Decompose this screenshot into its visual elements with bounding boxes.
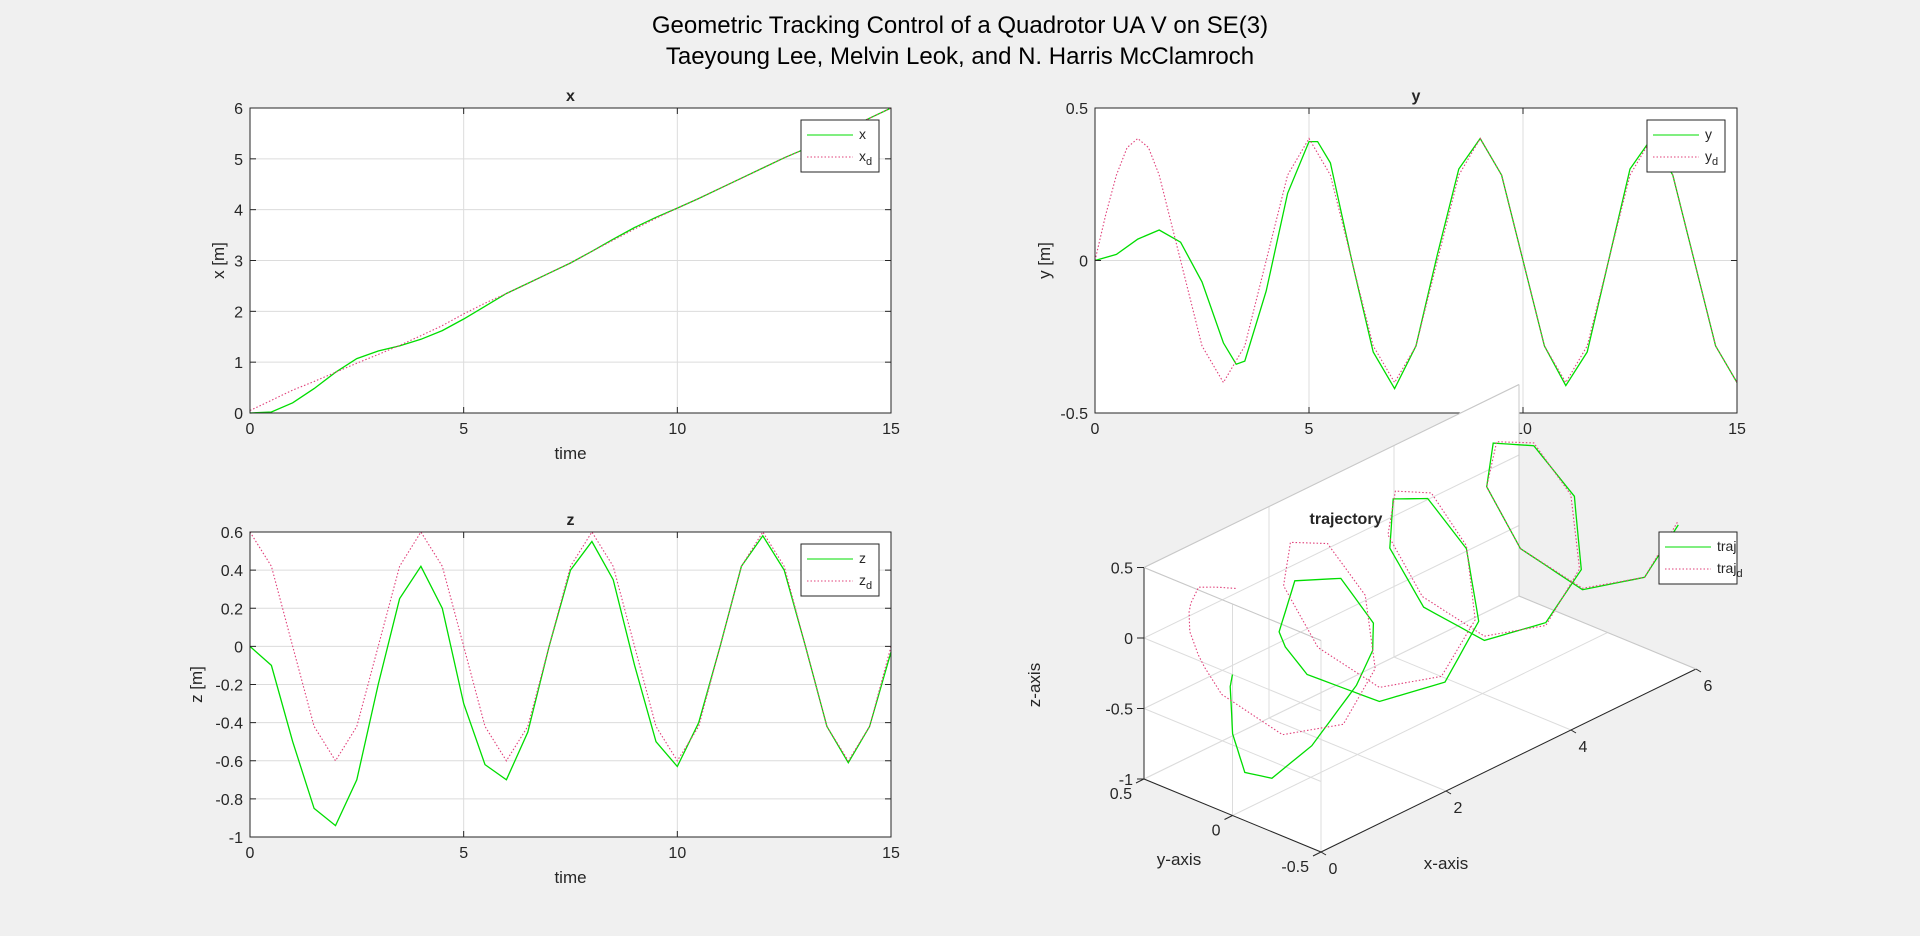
- axes-z: 0 5 10 15 -1 -0.8 -0.6 -0.4 -0.2 0 0.2 0.4 0.6 z time z…: [187, 512, 900, 887]
- figure-title-line-1: Geometric Tracking Control of a Quadroto…: [651, 12, 1269, 39]
- grid-line-z: [1143, 454, 1520, 639]
- x-tick-label: 0: [1329, 861, 1338, 878]
- y-tick-label: 0: [1079, 254, 1088, 271]
- x-tick-label: 15: [1728, 421, 1746, 438]
- y-axis-label: z [m]: [187, 666, 206, 703]
- chart-title: trajectory: [1310, 511, 1383, 528]
- y-tick-mark: [1312, 851, 1322, 857]
- y-tick-label: 0.5: [1110, 786, 1132, 803]
- y-tick-label: 0.2: [221, 601, 243, 618]
- chart-title: z: [567, 512, 575, 529]
- y-axis-label: x [m]: [209, 242, 228, 279]
- box-edge: [1518, 595, 1697, 670]
- x-tick-mark: [1570, 729, 1577, 734]
- y-tick-label: -0.8: [215, 792, 243, 809]
- y-tick-label: 1: [234, 355, 243, 372]
- x-tick-label: 2: [1454, 800, 1463, 817]
- z-tick-label: -1: [1119, 772, 1133, 789]
- series-line-z: [249, 534, 892, 827]
- x-tick-label: 0: [1091, 421, 1100, 438]
- y-axis-label: y-axis: [1157, 850, 1201, 869]
- x-tick-mark: [1320, 851, 1327, 856]
- y-axis-label: y [m]: [1035, 242, 1054, 279]
- y-tick-label: 4: [234, 203, 243, 220]
- series-line-x_d: [249, 107, 892, 411]
- chart-title: y: [1412, 88, 1421, 105]
- x-tick-label: 10: [668, 845, 686, 862]
- x-axis-label: x-axis: [1424, 854, 1468, 873]
- grid-line-z: [1143, 595, 1520, 780]
- chart-title: x: [566, 88, 575, 105]
- x-tick-label: 4: [1579, 739, 1588, 756]
- x-axis-label: time: [554, 444, 586, 463]
- y-tick-label: -0.5: [1060, 406, 1088, 423]
- box-edge: [1143, 384, 1520, 568]
- x-axis-label: time: [554, 868, 586, 887]
- series-line-x: [249, 107, 892, 414]
- x-tick-label: 5: [459, 421, 468, 438]
- x-tick-label: 0: [246, 421, 255, 438]
- box-edge: [1143, 567, 1322, 641]
- x-tick-label: 15: [882, 421, 900, 438]
- y-tick-label: 2: [234, 304, 243, 321]
- series-line-z_d: [249, 530, 892, 762]
- legend-entry-subscript: d: [866, 156, 872, 168]
- grid-line-y: [1232, 632, 1608, 816]
- series-line-traj: [1229, 442, 1679, 780]
- x-tick-label: 0: [246, 845, 255, 862]
- legend-box: [800, 543, 880, 597]
- y-tick-label: 5: [234, 152, 243, 169]
- x-tick-label: 15: [882, 845, 900, 862]
- y-tick-label: -0.2: [215, 678, 243, 695]
- x-tick-mark: [1695, 668, 1702, 673]
- y-tick-label: 0.6: [221, 525, 243, 542]
- x-tick-label: 10: [668, 421, 686, 438]
- figure-title-line-2: Taeyoung Lee, Melvin Leok, and N. Harris…: [665, 43, 1255, 70]
- legend-box: [800, 119, 880, 173]
- y-tick-label: 6: [234, 101, 243, 118]
- x-tick-label: 5: [459, 845, 468, 862]
- y-tick-mark: [1135, 778, 1145, 784]
- legend-entry-subscript: d: [866, 580, 872, 592]
- y-tick-label: -1: [229, 830, 243, 847]
- y-tick-label: 3: [234, 254, 243, 271]
- y-tick-label: -0.4: [215, 716, 243, 733]
- axes-trajectory: 0246-0.500.5-1-0.500.5trajectoryx-axisy-…: [1025, 384, 1743, 878]
- x-tick-label: 5: [1305, 421, 1314, 438]
- z-tick-label: 0: [1124, 631, 1133, 648]
- legend-entry: traj: [1717, 538, 1736, 554]
- z-axis-label: z-axis: [1025, 663, 1044, 707]
- series-line-y: [1094, 137, 1738, 390]
- legend-entry: x: [859, 126, 866, 142]
- legend-entry: y: [1705, 126, 1712, 142]
- grid-line-z: [1143, 525, 1520, 709]
- y-tick-label: 0.4: [221, 563, 243, 580]
- legend-entry-subscript: d: [1736, 568, 1742, 580]
- z-tick-label: -0.5: [1105, 702, 1133, 719]
- legend-entry: trajd: [1717, 560, 1743, 580]
- y-tick-label: -0.6: [215, 754, 243, 771]
- y-tick-label: 0: [234, 639, 243, 656]
- y-tick-label: 0: [1212, 823, 1221, 840]
- x-tick-mark: [1445, 790, 1452, 795]
- y-tick-mark: [1224, 815, 1233, 820]
- y-tick-label: -0.5: [1281, 859, 1309, 876]
- x-axis-line: [1320, 668, 1697, 853]
- legend-entry: z: [859, 550, 866, 566]
- legend-box: [1658, 531, 1738, 585]
- legend-entry-subscript: d: [1712, 156, 1718, 168]
- z-tick-label: 0.5: [1111, 561, 1133, 578]
- y-tick-label: 0.5: [1066, 101, 1088, 118]
- grid-line-z: [1143, 708, 1322, 782]
- y-tick-label: 0: [234, 406, 243, 423]
- x-tick-label: 6: [1704, 678, 1713, 695]
- legend-box: [1646, 119, 1726, 173]
